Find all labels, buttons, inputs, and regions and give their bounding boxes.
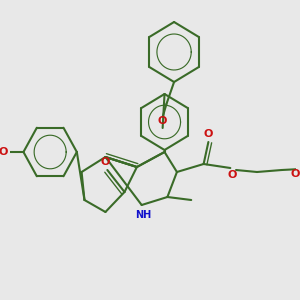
- Text: O: O: [227, 170, 237, 180]
- Text: O: O: [101, 157, 110, 167]
- Text: O: O: [290, 169, 300, 179]
- Text: NH: NH: [135, 210, 152, 220]
- Text: O: O: [204, 129, 213, 139]
- Text: O: O: [158, 116, 167, 126]
- Text: O: O: [0, 147, 8, 157]
